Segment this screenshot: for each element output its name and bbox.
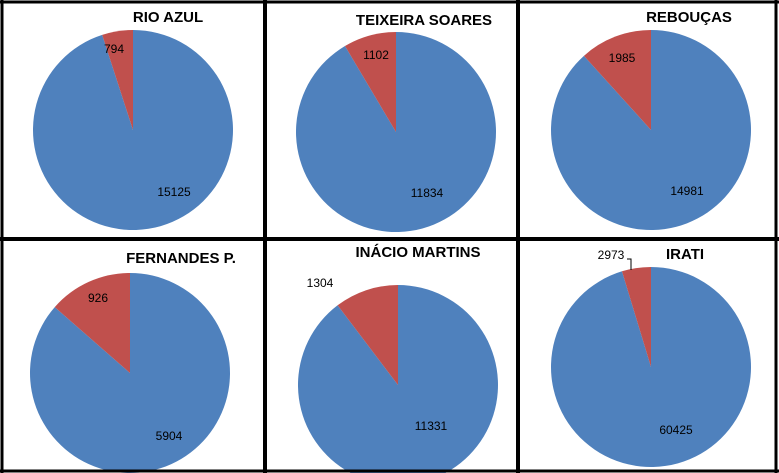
pie-6-slice-minor [621,267,651,367]
pie-2-label-minor: 1102 [363,48,389,62]
pie-5-slice-major [298,285,498,473]
pie-2-label-major: 11834 [411,186,444,200]
pie-4-slice-major [29,273,230,473]
pie-3-title: REBOUÇAS [646,9,732,26]
pie-6-label-major: 60425 [659,423,693,437]
pie-3-label-major: 14981 [670,184,704,198]
pie-6-title: IRATI [666,246,704,263]
pie-2-panel: TEIXEIRA SOARES 11834 1102 [296,12,497,232]
pie-1-slice-major [32,30,233,230]
pie-4-title: FERNANDES P. [126,250,236,267]
pie-1-title: RIO AZUL [133,9,203,26]
pie-5-label-minor: 1304 [307,276,334,290]
pie-4-slice-minor [54,273,130,373]
pie-6-slice-major [551,267,752,467]
pie-2-title: TEIXEIRA SOARES [356,12,492,29]
pie-3-label-minor: 1985 [609,51,636,65]
pie-5-slice-minor [337,285,398,385]
pie-3-slice-minor [583,30,651,130]
pie-4-label-major: 5904 [156,429,183,443]
pie-2-slice-minor [344,32,396,132]
pie-6-label-minor: 2973 [598,248,625,262]
pie-4-label-minor: 926 [88,291,108,305]
pie-3-slice-major [551,30,752,230]
pie-5-title: INÁCIO MARTINS [356,244,481,261]
pie-6-panel: IRATI 60425 2973 [551,246,752,467]
pie-1-slice-minor [102,29,133,130]
pie-2-slice-major [296,32,497,232]
pie-5-label-major: 11331 [415,419,448,433]
pie-6-leader-line [627,258,632,270]
pie-5-panel: INÁCIO MARTINS 11331 1304 [298,244,498,473]
pie-4-panel: FERNANDES P. 5904 926 [29,250,236,473]
pie-3-panel: REBOUÇAS 14981 1985 [551,9,752,230]
pie-1-label-minor: 794 [104,42,124,56]
pie-1-panel: RIO AZUL 15125 794 [32,9,233,230]
pie-1-label-major: 15125 [157,185,191,199]
